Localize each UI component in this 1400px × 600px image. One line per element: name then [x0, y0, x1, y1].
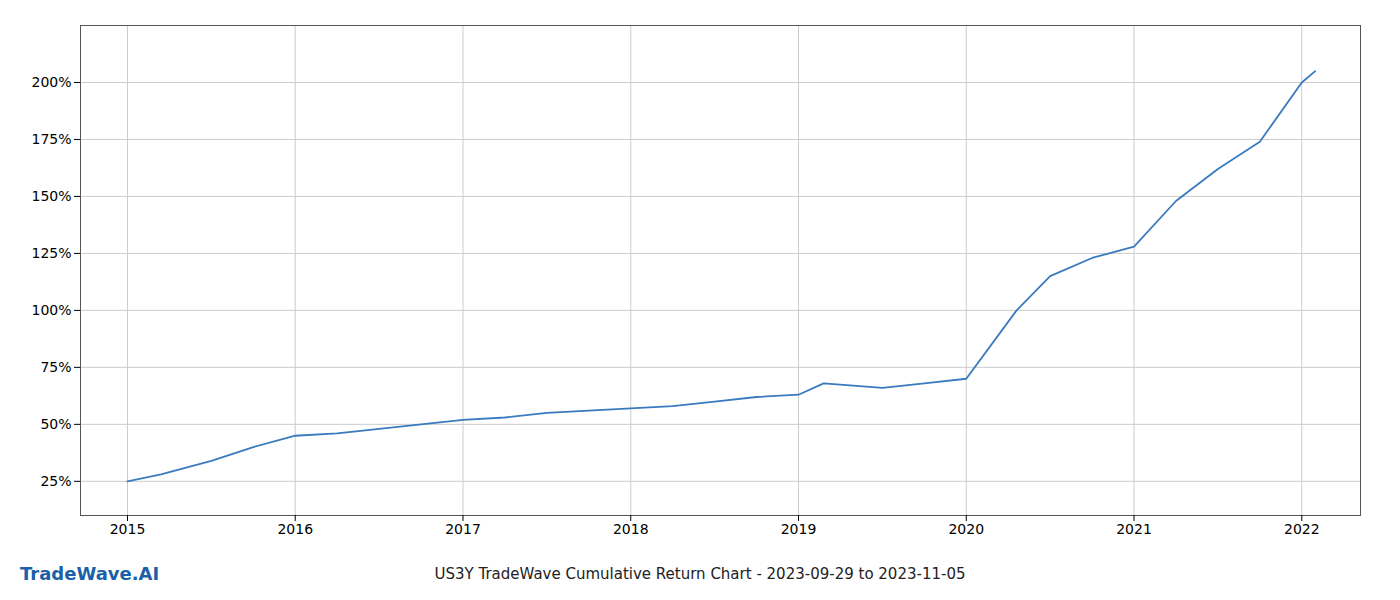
- svg-text:2021: 2021: [1116, 521, 1152, 537]
- svg-text:2017: 2017: [445, 521, 481, 537]
- svg-text:2020: 2020: [948, 521, 984, 537]
- svg-text:75%: 75%: [40, 359, 71, 375]
- svg-text:125%: 125%: [31, 245, 71, 261]
- svg-text:2016: 2016: [277, 521, 313, 537]
- svg-text:2022: 2022: [1284, 521, 1320, 537]
- svg-text:100%: 100%: [31, 302, 71, 318]
- svg-text:150%: 150%: [31, 188, 71, 204]
- svg-text:50%: 50%: [40, 416, 71, 432]
- svg-text:2019: 2019: [781, 521, 817, 537]
- svg-text:2015: 2015: [110, 521, 146, 537]
- html-text:US3Y TradeWave Cumulative Retu: US3Y TradeWave Cumulative Return Chart -…: [434, 565, 966, 583]
- svg-text:200%: 200%: [31, 74, 71, 90]
- html-text:TradeWave.AI: TradeWave.AI: [20, 563, 160, 584]
- svg-text:25%: 25%: [40, 473, 71, 489]
- svg-text:175%: 175%: [31, 131, 71, 147]
- svg-text:2018: 2018: [613, 521, 649, 537]
